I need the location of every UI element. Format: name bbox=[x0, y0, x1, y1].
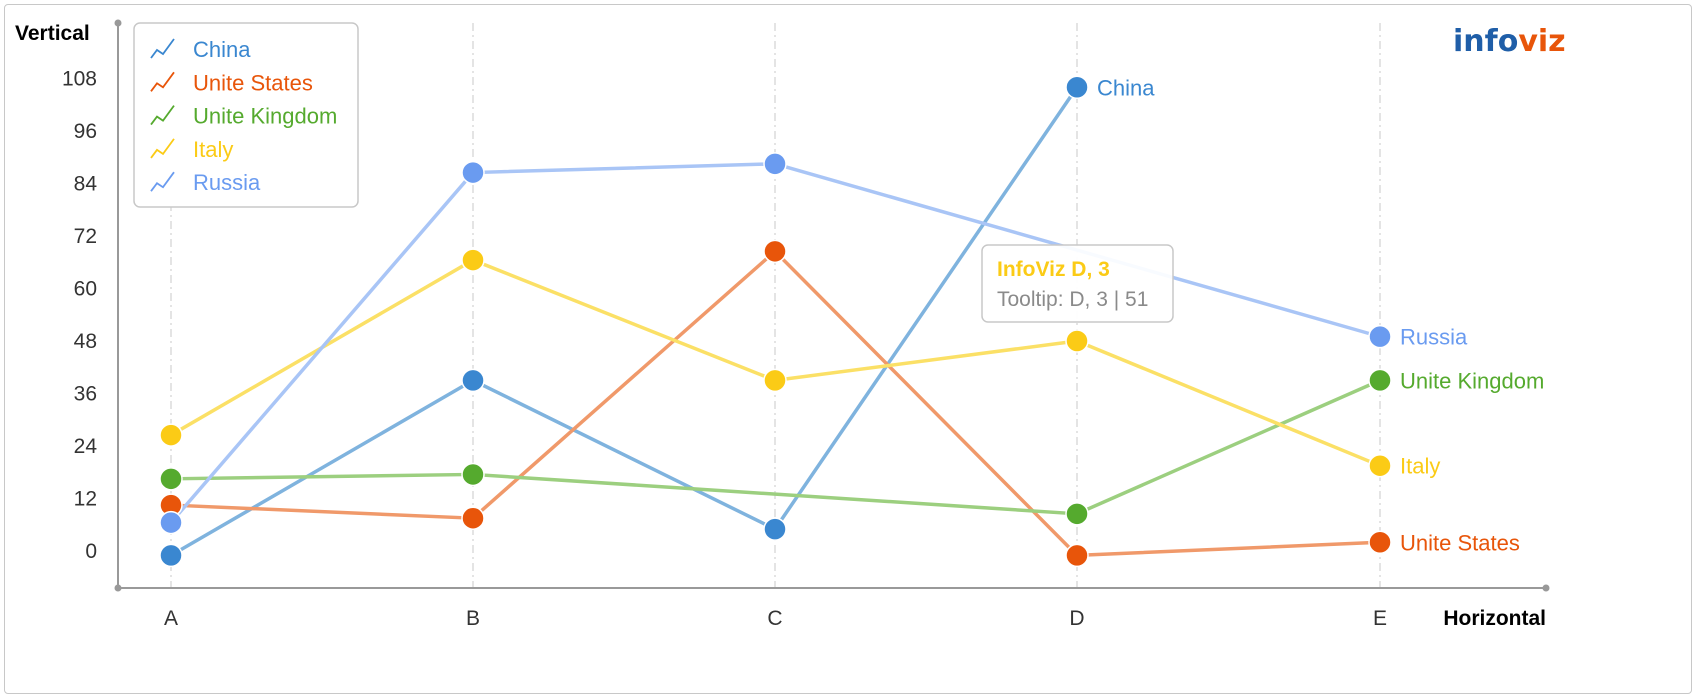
tooltip: InfoViz D, 3 Tooltip: D, 3 | 51 bbox=[981, 244, 1174, 323]
y-tick-label: 72 bbox=[74, 225, 97, 248]
data-point[interactable] bbox=[1065, 502, 1089, 526]
data-point[interactable] bbox=[159, 467, 183, 491]
series-end-label: Russia bbox=[1400, 325, 1468, 350]
legend-item-label[interactable]: Russia bbox=[193, 170, 261, 195]
legend-line-icon bbox=[150, 38, 175, 59]
data-point[interactable] bbox=[1065, 543, 1089, 568]
axis-end-dot bbox=[114, 584, 122, 592]
y-tick-label: 12 bbox=[74, 488, 97, 511]
y-tick-label: 84 bbox=[74, 173, 98, 196]
series-line-china bbox=[170, 86, 1079, 557]
axis-end-dot bbox=[1542, 584, 1550, 592]
line-chart: 0 12 24 36 48 60 72 84 96 108 A B C D E Vertical Horizon… bbox=[15, 19, 1566, 630]
data-point[interactable] bbox=[461, 160, 485, 185]
y-tick-label: 60 bbox=[74, 278, 97, 301]
data-point[interactable] bbox=[1368, 368, 1392, 393]
axis-end-dot bbox=[114, 19, 122, 27]
x-tick-label: D bbox=[1069, 607, 1084, 630]
legend-line-icon bbox=[150, 105, 175, 126]
data-point[interactable] bbox=[461, 462, 485, 487]
legend-item-label[interactable]: Italy bbox=[193, 137, 233, 162]
y-tick-label: 96 bbox=[74, 120, 97, 143]
series-end-label: Unite Kingdom bbox=[1400, 368, 1544, 393]
data-point[interactable] bbox=[1065, 329, 1089, 353]
x-axis-title: Horizontal bbox=[1443, 607, 1546, 630]
y-tick-label: 0 bbox=[85, 540, 97, 563]
tooltip-body: Tooltip: D, 3 | 51 bbox=[997, 288, 1148, 311]
y-tick-label: 48 bbox=[74, 330, 97, 353]
series-end-label: China bbox=[1097, 75, 1155, 100]
chart-frame: 0 12 24 36 48 60 72 84 96 108 A B C D E Vertical Horizon… bbox=[4, 4, 1692, 694]
data-point[interactable] bbox=[763, 517, 787, 541]
legend-item-label[interactable]: Unite Kingdom bbox=[193, 104, 337, 129]
data-point[interactable] bbox=[763, 152, 787, 176]
legend-box bbox=[133, 22, 359, 208]
legend-item-label[interactable]: China bbox=[193, 37, 251, 62]
legend-line-icon bbox=[150, 71, 175, 92]
data-point[interactable] bbox=[159, 510, 183, 535]
y-axis-title: Vertical bbox=[15, 22, 90, 45]
data-point[interactable] bbox=[1368, 324, 1392, 349]
data-point[interactable] bbox=[763, 368, 787, 393]
x-tick-label: C bbox=[767, 607, 782, 630]
series-end-label: Italy bbox=[1400, 454, 1440, 479]
x-tick-label: E bbox=[1373, 607, 1387, 630]
series-line-italy bbox=[170, 258, 1381, 468]
legend-line-icon bbox=[150, 171, 175, 192]
legend-line-icon bbox=[150, 138, 175, 159]
x-tick-label: A bbox=[164, 607, 178, 630]
y-tick-label: 24 bbox=[74, 435, 98, 458]
tooltip-title: InfoViz D, 3 bbox=[997, 258, 1110, 281]
data-point[interactable] bbox=[159, 423, 183, 447]
legend: China Unite States Unite Kingdom Italy Russi… bbox=[133, 22, 359, 208]
x-tick-label: B bbox=[466, 607, 480, 630]
series-line-unite-kingdom bbox=[170, 378, 1381, 516]
data-point[interactable] bbox=[461, 368, 485, 393]
data-point[interactable] bbox=[461, 506, 485, 530]
legend-item-label[interactable]: Unite States bbox=[193, 70, 313, 95]
y-tick-label: 108 bbox=[62, 68, 97, 91]
data-point[interactable] bbox=[461, 248, 485, 272]
series-end-label: Unite States bbox=[1400, 530, 1520, 555]
y-tick-label: 36 bbox=[74, 383, 97, 406]
tooltip-box bbox=[981, 244, 1174, 323]
data-point[interactable] bbox=[1065, 75, 1089, 99]
infoviz-logo: infoviz bbox=[1453, 24, 1566, 59]
data-point[interactable] bbox=[1368, 530, 1392, 554]
data-point[interactable] bbox=[763, 239, 787, 264]
data-point[interactable] bbox=[159, 543, 183, 568]
data-point[interactable] bbox=[1368, 453, 1392, 478]
